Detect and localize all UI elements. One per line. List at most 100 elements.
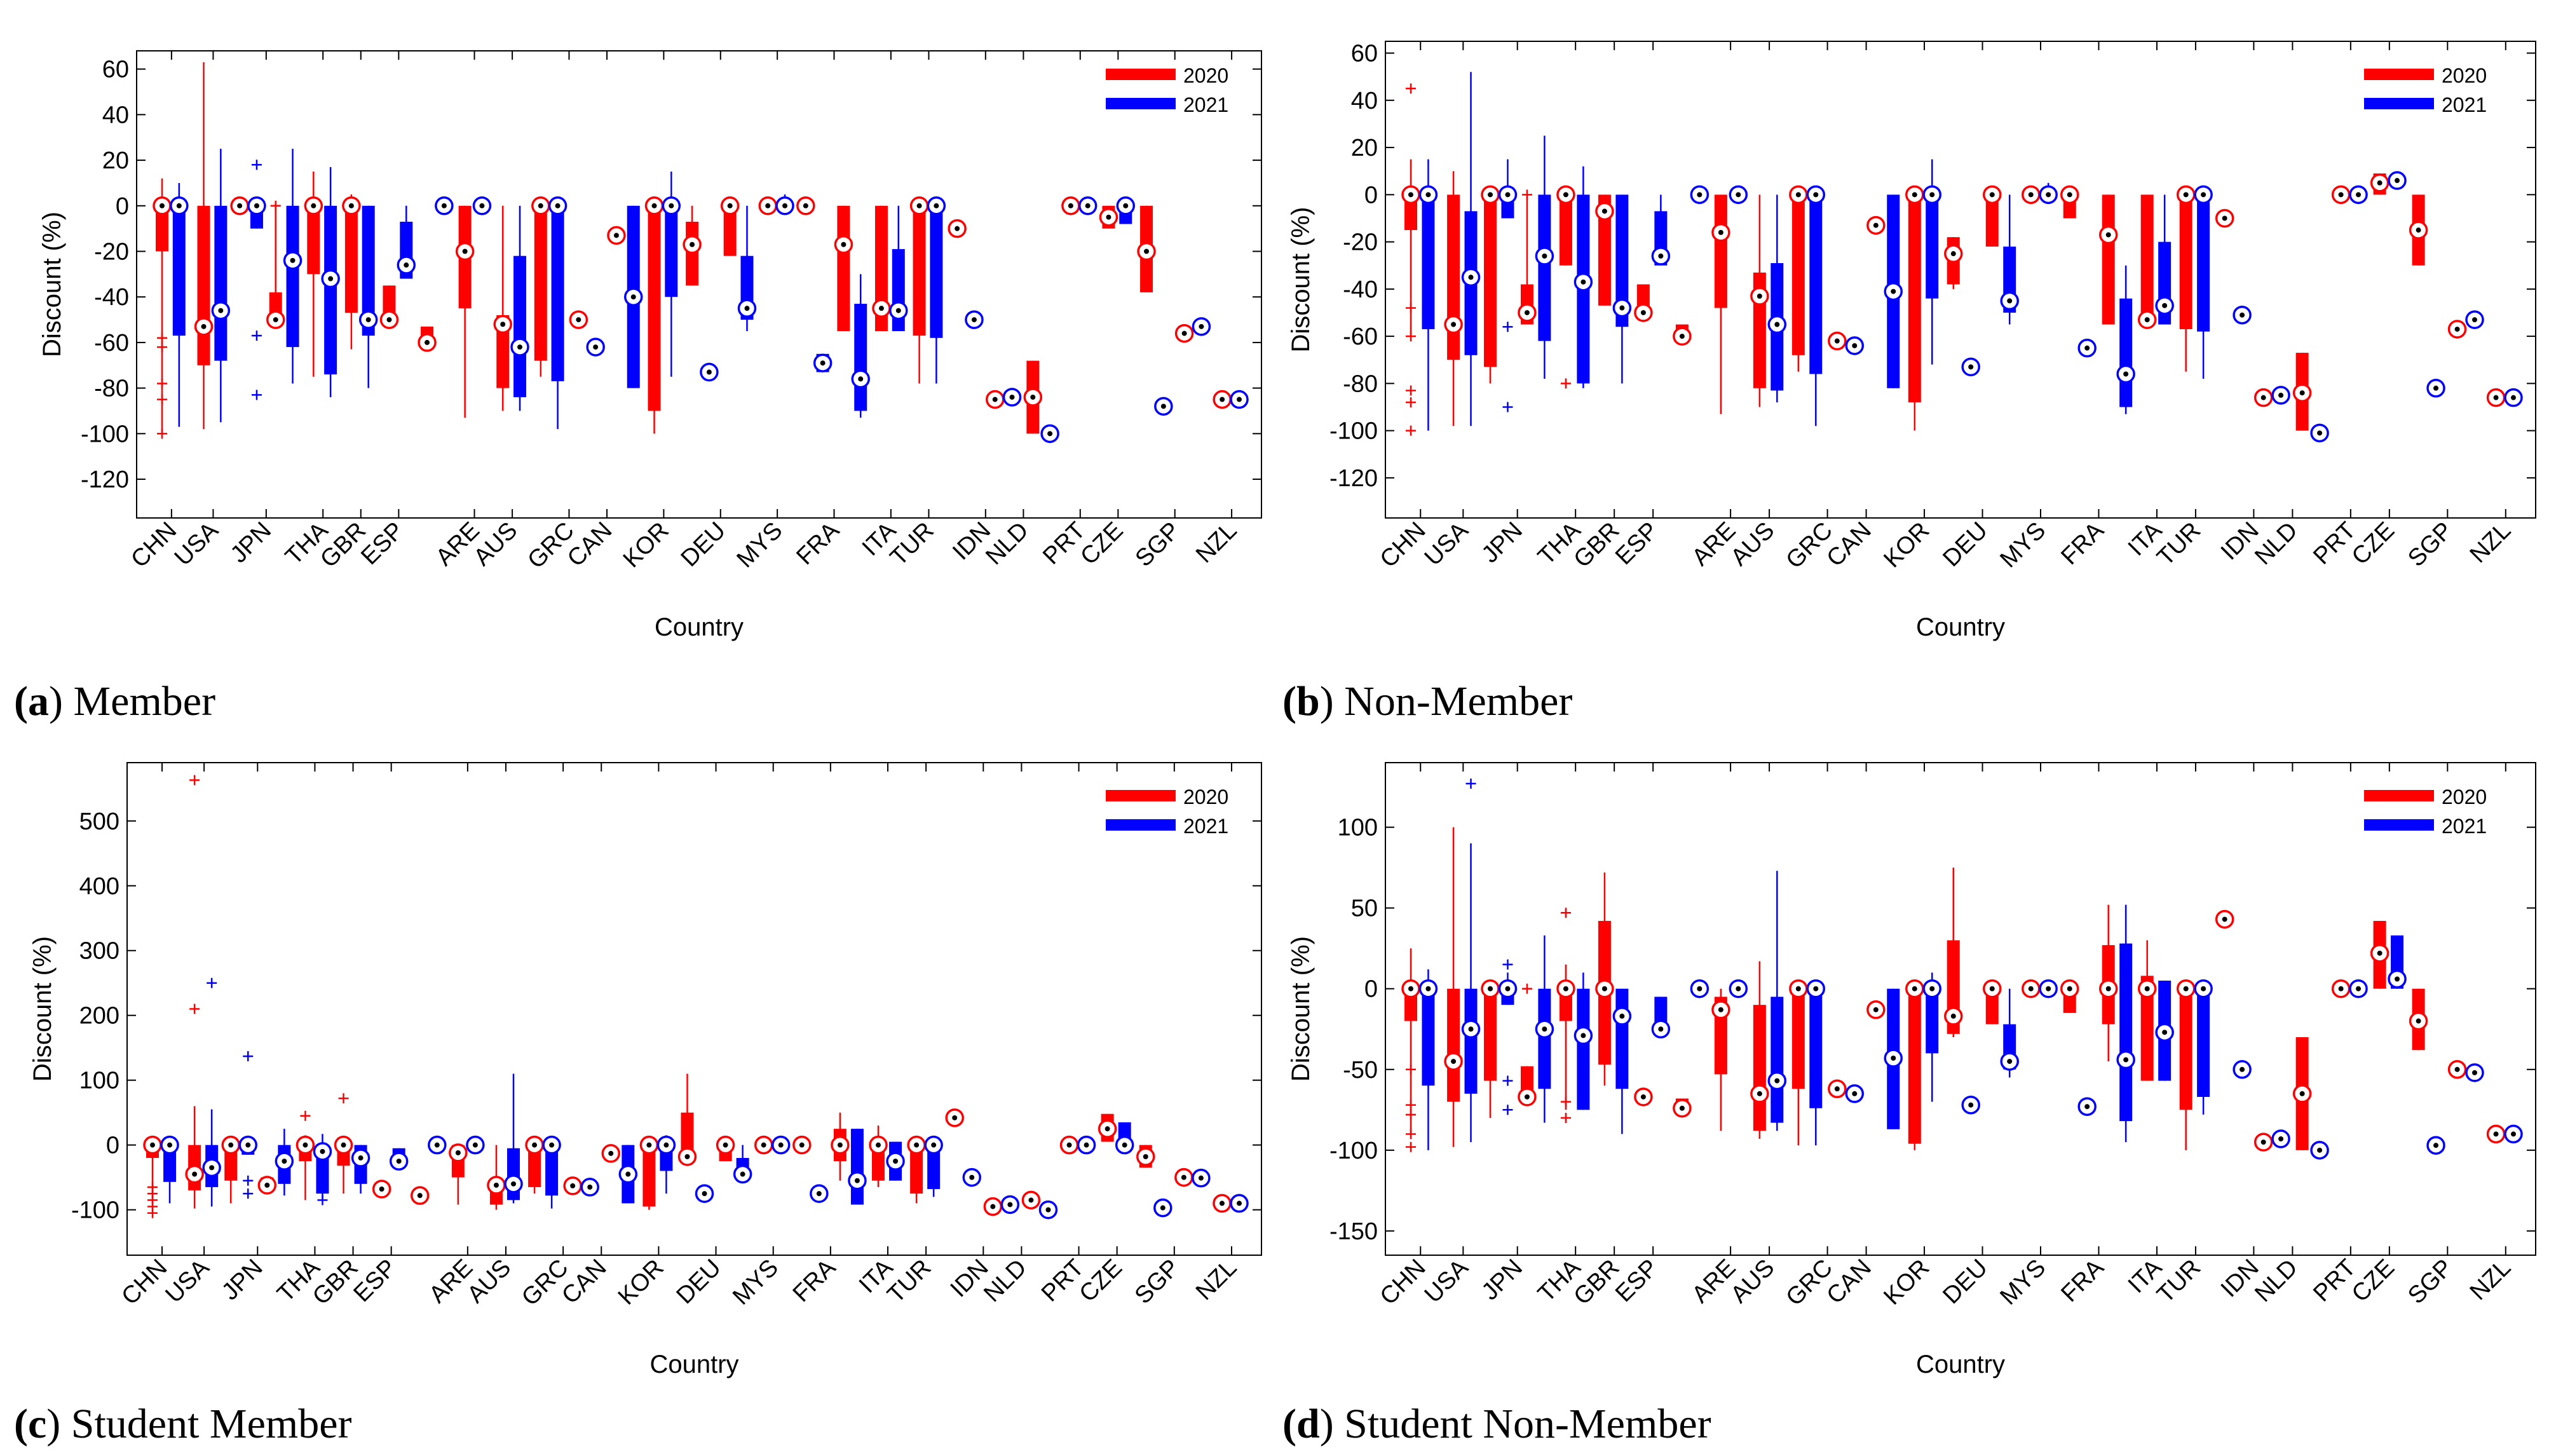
median-dot: [228, 1142, 234, 1148]
median-dot: [1929, 192, 1935, 198]
box: [642, 1145, 656, 1207]
median-dot: [1066, 1142, 1072, 1148]
box: [534, 205, 547, 361]
median-dot: [744, 306, 750, 311]
median-dot: [1524, 1094, 1530, 1099]
median-dot: [2144, 986, 2150, 991]
median-dot: [1601, 208, 1607, 214]
x-tick-label: SGP: [1131, 517, 1185, 572]
box: [1791, 194, 1805, 355]
median-dot: [727, 203, 733, 208]
median-dot: [1697, 192, 1703, 198]
median-dot: [1408, 986, 1413, 991]
x-tick-label: CZE: [2347, 1255, 2400, 1307]
median-dot: [1220, 397, 1225, 402]
x-tick-label: CZE: [1075, 1255, 1127, 1307]
y-tick-label: -20: [1343, 229, 1378, 256]
median-dot: [2338, 192, 2344, 198]
median-dot: [702, 1191, 707, 1197]
median-dot: [2105, 232, 2111, 238]
median-dot: [379, 1186, 384, 1192]
box: [224, 1145, 238, 1181]
median-dot: [576, 317, 581, 323]
median-dot: [328, 276, 334, 282]
legend-swatch-2020: [2364, 69, 2434, 80]
box: [1714, 194, 1727, 308]
x-tick-label: DEU: [671, 1255, 726, 1309]
median-dot: [1084, 1142, 1089, 1148]
median-dot: [2395, 976, 2400, 982]
x-tick-label: NLD: [2250, 517, 2302, 570]
y-tick-label: -50: [1343, 1057, 1378, 1084]
median-dot: [669, 203, 674, 208]
median-dot: [1619, 1013, 1625, 1019]
legend-swatch-2020: [2364, 790, 2434, 801]
median-dot: [1122, 1142, 1127, 1148]
median-dot: [455, 1150, 461, 1155]
median-dot: [1488, 986, 1493, 991]
median-dot: [1563, 986, 1568, 991]
legend-swatch-2020: [1106, 790, 1176, 801]
box: [1447, 194, 1460, 360]
median-dot: [1237, 1201, 1242, 1206]
median-dot: [2433, 1143, 2439, 1148]
y-tick-label: -100: [1329, 418, 1378, 445]
x-tick-label: ESP: [1610, 1255, 1663, 1307]
median-dot: [479, 203, 485, 208]
median-dot: [1718, 229, 1723, 235]
box: [496, 315, 510, 388]
box: [1926, 988, 1939, 1054]
median-dot: [2278, 1136, 2284, 1142]
x-tick-label: NZL: [2465, 517, 2516, 568]
box: [1771, 997, 1784, 1123]
median-dot: [2395, 178, 2400, 184]
legend-label-2021: 2021: [2442, 815, 2487, 838]
x-tick-label: DEU: [676, 517, 731, 572]
median-dot: [841, 242, 846, 247]
plot-frame: [126, 762, 1262, 1256]
y-tick-label: 200: [79, 1003, 119, 1030]
median-dot: [2028, 986, 2034, 991]
median-dot: [2454, 326, 2460, 332]
median-dot: [1123, 203, 1129, 208]
median-dot: [587, 1184, 593, 1190]
x-axis-label: Country: [1916, 1351, 2005, 1378]
box: [2140, 976, 2154, 1081]
x-tick-label: KOR: [618, 517, 674, 573]
x-tick-label: NLD: [2250, 1255, 2302, 1307]
panel-caption: (b) Non-Member: [1282, 678, 1572, 725]
median-dot: [2511, 395, 2516, 400]
median-dot: [1697, 986, 1703, 991]
median-dot: [549, 1142, 555, 1148]
median-dot: [348, 203, 354, 208]
median-dot: [2046, 192, 2051, 198]
x-tick-label: FRA: [2056, 1254, 2109, 1307]
median-dot: [2356, 192, 2362, 198]
median-dot: [1619, 305, 1625, 311]
x-tick-label: JPN: [226, 517, 276, 568]
legend-swatch-2021: [2364, 98, 2434, 109]
box: [551, 205, 564, 381]
median-dot: [613, 233, 619, 238]
median-dot: [2317, 430, 2323, 436]
median-dot: [608, 1150, 614, 1156]
median-dot: [1795, 986, 1801, 991]
median-dot: [386, 317, 392, 323]
median-dot: [1505, 192, 1511, 198]
x-tick-label: DEU: [1938, 517, 1992, 572]
median-dot: [593, 344, 599, 350]
median-dot: [1047, 431, 1053, 437]
box: [837, 205, 850, 331]
median-dot: [2416, 1018, 2421, 1024]
box: [1422, 988, 1435, 1086]
y-tick-label: -100: [71, 1197, 119, 1224]
median-dot: [876, 1142, 881, 1148]
y-tick-label: 100: [1338, 815, 1378, 841]
y-tick-label: -80: [1343, 371, 1378, 397]
median-dot: [1505, 986, 1511, 991]
median-dot: [1007, 1202, 1013, 1208]
median-dot: [1580, 1033, 1586, 1038]
box: [513, 255, 527, 397]
median-dot: [1950, 251, 1956, 257]
box: [910, 1145, 923, 1194]
